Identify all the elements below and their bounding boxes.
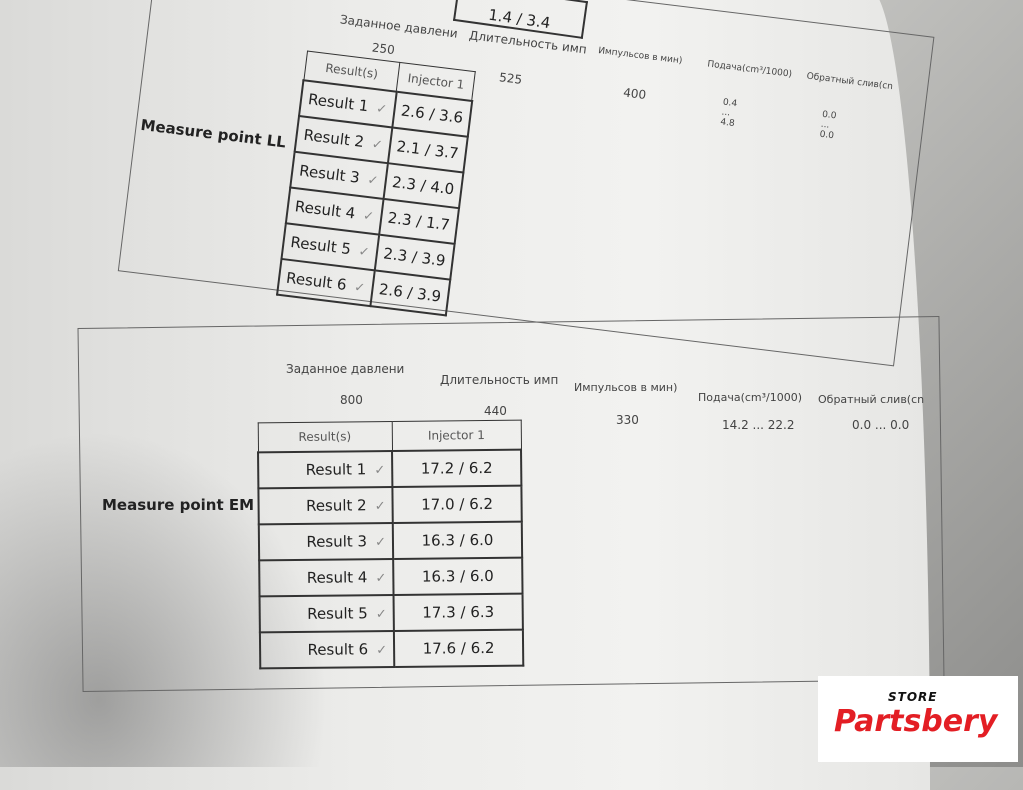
check-icon: ✓ <box>374 499 386 515</box>
header-duration: Длительность имп <box>440 373 559 387</box>
check-icon: ✓ <box>374 535 387 551</box>
table-row: Result 3 ✓ 16.3 / 6.0 <box>258 521 523 561</box>
header-return: Обратный слив(cn <box>818 393 925 406</box>
result-label: Result 5 <box>289 232 352 259</box>
check-icon: ✓ <box>375 101 388 118</box>
result-label: Result 2 <box>302 125 366 152</box>
result-value: 17.2 / 6.2 <box>392 449 522 487</box>
value-pressure: 250 <box>371 40 396 58</box>
check-icon: ✓ <box>353 280 366 297</box>
check-icon: ✓ <box>370 137 384 154</box>
value-duration: 525 <box>498 70 523 87</box>
result-label: Result 4 <box>306 568 368 587</box>
shadow <box>0 430 330 767</box>
table-row: Result 6 ✓ 17.6 / 6.2 <box>259 629 524 669</box>
paper-sheet <box>0 0 930 790</box>
result-value: 16.3 / 6.0 <box>393 557 523 595</box>
value-pulses: 330 <box>616 413 639 427</box>
value-pressure: 800 <box>340 393 363 407</box>
check-icon: ✓ <box>362 208 375 225</box>
logo-store-text: STORE <box>888 690 938 704</box>
result-label: Result 1 <box>307 90 370 116</box>
partsbery-watermark-logo: STORE Partsbery <box>818 676 1018 762</box>
results-table: Result(s) Injector 1 Result 1 ✓ 17.2 / 6.2 … <box>257 420 525 670</box>
header-pressure: Заданное давлени <box>286 362 405 376</box>
results-table: Result(s) Injector 1 Result 1 ✓ 2.6 / 3.6 R… <box>276 50 477 316</box>
result-label: Result 3 <box>306 532 368 551</box>
check-icon: ✓ <box>375 607 387 623</box>
result-label: Result 4 <box>293 197 357 223</box>
check-icon: ✓ <box>376 643 388 659</box>
check-icon: ✓ <box>374 463 386 479</box>
header-delivery: Подача(cm³/1000) <box>698 391 803 404</box>
result-label: Result 6 <box>307 640 369 659</box>
value-return: 0.0 ... 0.0 <box>852 418 910 432</box>
measure-point-title: Measure point EM <box>102 496 255 514</box>
result-value: 17.3 / 6.3 <box>393 593 523 631</box>
check-icon: ✓ <box>366 172 380 190</box>
results-header: Result(s) <box>257 421 393 453</box>
injector-header: Injector 1 <box>391 420 522 451</box>
value-delivery: 14.2 ... 22.2 <box>722 418 795 432</box>
result-value: 17.6 / 6.2 <box>393 629 524 667</box>
result-value: 17.0 / 6.2 <box>392 485 522 523</box>
result-label: Result 6 <box>285 268 348 294</box>
value-duration: 440 <box>484 404 507 418</box>
table-row: Result 4 ✓ 16.3 / 6.0 <box>259 557 523 597</box>
logo-brand: Partsbery <box>834 704 998 739</box>
check-icon: ✓ <box>375 571 387 587</box>
value-pulses: 400 <box>622 85 647 103</box>
result-value: 16.3 / 6.0 <box>392 521 523 559</box>
table-row: Result 5 ✓ 17.3 / 6.3 <box>259 593 523 633</box>
logo-brand-text: Partsbery <box>834 704 997 739</box>
result-label: Result 5 <box>307 604 368 623</box>
result-label: Result 3 <box>298 161 361 187</box>
result-label: Result 1 <box>305 460 367 479</box>
check-icon: ✓ <box>357 244 371 261</box>
table-row: Result 2 ✓ 17.0 / 6.2 <box>258 485 522 525</box>
table-row: Result 1 ✓ 17.2 / 6.2 <box>258 449 522 489</box>
header-pulses: Импульсов в мин) <box>574 381 678 394</box>
result-label: Result 2 <box>305 496 367 515</box>
